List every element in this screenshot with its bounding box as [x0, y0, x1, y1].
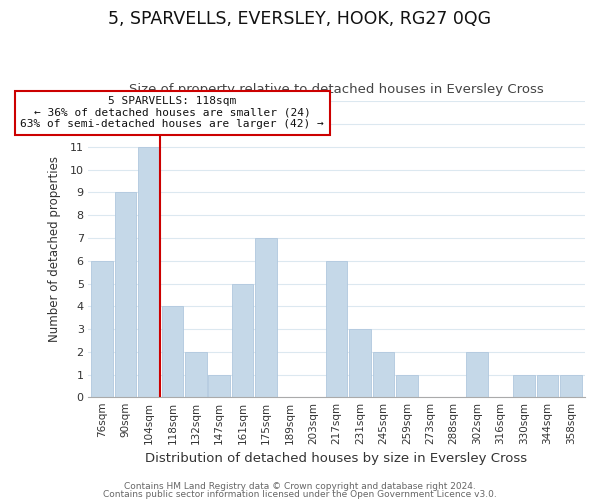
Text: 5 SPARVELLS: 118sqm
← 36% of detached houses are smaller (24)
63% of semi-detach: 5 SPARVELLS: 118sqm ← 36% of detached ho… — [20, 96, 324, 130]
Bar — [232, 284, 253, 398]
Bar — [466, 352, 488, 398]
Bar — [513, 374, 535, 398]
Bar — [373, 352, 394, 398]
Bar — [185, 352, 206, 398]
Bar — [115, 192, 136, 398]
Bar — [256, 238, 277, 398]
Text: Contains public sector information licensed under the Open Government Licence v3: Contains public sector information licen… — [103, 490, 497, 499]
Y-axis label: Number of detached properties: Number of detached properties — [48, 156, 61, 342]
Text: Contains HM Land Registry data © Crown copyright and database right 2024.: Contains HM Land Registry data © Crown c… — [124, 482, 476, 491]
Bar — [161, 306, 183, 398]
Text: 5, SPARVELLS, EVERSLEY, HOOK, RG27 0QG: 5, SPARVELLS, EVERSLEY, HOOK, RG27 0QG — [109, 10, 491, 28]
Title: Size of property relative to detached houses in Eversley Cross: Size of property relative to detached ho… — [129, 83, 544, 96]
Bar — [396, 374, 418, 398]
Bar — [560, 374, 582, 398]
Bar — [326, 260, 347, 398]
Bar — [138, 147, 160, 398]
Bar — [349, 329, 371, 398]
Bar — [208, 374, 230, 398]
Bar — [91, 260, 113, 398]
Bar — [536, 374, 558, 398]
X-axis label: Distribution of detached houses by size in Eversley Cross: Distribution of detached houses by size … — [145, 452, 527, 465]
